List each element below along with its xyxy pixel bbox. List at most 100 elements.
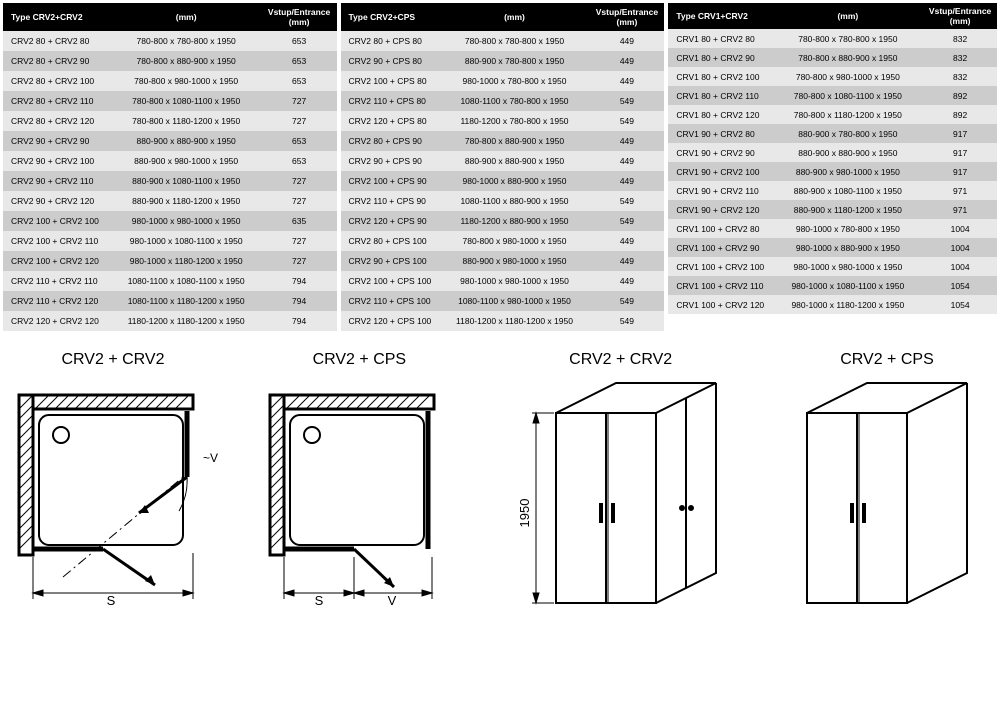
cell-entrance: 635 xyxy=(262,211,337,231)
column-header: Vstup/Entrance (mm) xyxy=(923,3,997,29)
cell-dims: 1180-1200 x 1180-1200 x 1950 xyxy=(439,311,589,331)
table-row: CRV1 100 + CRV2 100980-1000 x 980-1000 x… xyxy=(668,257,997,276)
cell-dims: 980-1000 x 980-1000 x 1950 xyxy=(439,271,589,291)
cell-dims: 880-900 x 1180-1200 x 1950 xyxy=(111,191,262,211)
label-v: V xyxy=(388,593,397,607)
cell-entrance: 449 xyxy=(590,131,665,151)
cell-dims: 980-1000 x 880-900 x 1950 xyxy=(439,171,589,191)
cell-entrance: 917 xyxy=(923,162,997,181)
cell-type: CRV2 100 + CPS 90 xyxy=(341,171,440,191)
cell-entrance: 727 xyxy=(262,171,337,191)
cell-entrance: 449 xyxy=(590,271,665,291)
cell-dims: 1180-1200 x 1180-1200 x 1950 xyxy=(111,311,262,331)
cell-entrance: 653 xyxy=(262,131,337,151)
plan-view-2-svg: S V xyxy=(254,377,464,607)
cell-dims: 780-800 x 1080-1100 x 1950 xyxy=(111,91,262,111)
cell-type: CRV2 90 + CRV2 120 xyxy=(3,191,111,211)
table-row: CRV2 110 + CPS 901080-1100 x 880-900 x 1… xyxy=(341,191,665,211)
cell-dims: 880-900 x 1180-1200 x 1950 xyxy=(772,200,923,219)
table-row: CRV2 80 + CRV2 90780-800 x 880-900 x 195… xyxy=(3,51,337,71)
table-row: CRV1 90 + CRV2 80880-900 x 780-800 x 195… xyxy=(668,124,997,143)
column-header: (mm) xyxy=(439,3,589,31)
cell-type: CRV1 100 + CRV2 90 xyxy=(668,238,772,257)
cell-entrance: 653 xyxy=(262,71,337,91)
cell-dims: 980-1000 x 880-900 x 1950 xyxy=(772,238,923,257)
table-row: CRV1 90 + CRV2 110880-900 x 1080-1100 x … xyxy=(668,181,997,200)
column-header: Vstup/Entrance (mm) xyxy=(262,3,337,31)
diagram-plan-crv2-crv2: CRV2 + CRV2 xyxy=(3,351,223,633)
cell-entrance: 549 xyxy=(590,91,665,111)
table-row: CRV2 120 + CPS 1001180-1200 x 1180-1200 … xyxy=(341,311,665,331)
cell-entrance: 449 xyxy=(590,51,665,71)
table-row: CRV2 80 + CPS 90780-800 x 880-900 x 1950… xyxy=(341,131,665,151)
cell-entrance: 917 xyxy=(923,124,997,143)
cell-dims: 880-900 x 980-1000 x 1950 xyxy=(772,162,923,181)
cell-type: CRV2 90 + CPS 90 xyxy=(341,151,440,171)
table-row: CRV2 80 + CPS 80780-800 x 780-800 x 1950… xyxy=(341,31,665,51)
cell-dims: 880-900 x 980-1000 x 1950 xyxy=(111,151,262,171)
cell-dims: 780-800 x 980-1000 x 1950 xyxy=(111,71,262,91)
cell-type: CRV2 90 + CRV2 110 xyxy=(3,171,111,191)
cell-type: CRV2 80 + CRV2 120 xyxy=(3,111,111,131)
cell-type: CRV1 80 + CRV2 100 xyxy=(668,67,772,86)
cell-entrance: 832 xyxy=(923,48,997,67)
cell-type: CRV1 90 + CRV2 120 xyxy=(668,200,772,219)
table-row: CRV1 80 + CRV2 100780-800 x 980-1000 x 1… xyxy=(668,67,997,86)
cell-dims: 780-800 x 780-800 x 1950 xyxy=(439,31,589,51)
column-header: (mm) xyxy=(772,3,923,29)
cell-dims: 1080-1100 x 780-800 x 1950 xyxy=(439,91,589,111)
cell-dims: 780-800 x 980-1000 x 1950 xyxy=(439,231,589,251)
table-row: CRV2 110 + CRV2 1201080-1100 x 1180-1200… xyxy=(3,291,337,311)
cell-entrance: 449 xyxy=(590,31,665,51)
table-row: CRV1 80 + CRV2 120780-800 x 1180-1200 x … xyxy=(668,105,997,124)
cell-dims: 780-800 x 1180-1200 x 1950 xyxy=(111,111,262,131)
cell-entrance: 727 xyxy=(262,251,337,271)
diagram-title: CRV2 + CRV2 xyxy=(496,351,746,369)
cell-type: CRV2 80 + CRV2 110 xyxy=(3,91,111,111)
iso-view-2-svg xyxy=(777,373,997,633)
table-row: CRV1 90 + CRV2 100880-900 x 980-1000 x 1… xyxy=(668,162,997,181)
tables-container: Type CRV2+CRV2(mm)Vstup/Entrance (mm) CR… xyxy=(3,3,997,331)
cell-dims: 880-900 x 780-800 x 1950 xyxy=(439,51,589,71)
table-crv1-crv2: Type CRV1+CRV2(mm)Vstup/Entrance (mm) CR… xyxy=(668,3,997,314)
cell-type: CRV2 120 + CPS 100 xyxy=(341,311,440,331)
cell-entrance: 832 xyxy=(923,29,997,48)
cell-type: CRV2 80 + CPS 80 xyxy=(341,31,440,51)
diagram-plan-crv2-cps: CRV2 + CPS xyxy=(254,351,464,633)
cell-entrance: 892 xyxy=(923,86,997,105)
cell-type: CRV1 80 + CRV2 110 xyxy=(668,86,772,105)
cell-entrance: 727 xyxy=(262,111,337,131)
label-height: 1950 xyxy=(517,499,532,528)
cell-entrance: 1004 xyxy=(923,238,997,257)
cell-type: CRV1 80 + CRV2 120 xyxy=(668,105,772,124)
cell-type: CRV1 80 + CRV2 80 xyxy=(668,29,772,48)
cell-entrance: 917 xyxy=(923,143,997,162)
cell-type: CRV1 100 + CRV2 110 xyxy=(668,276,772,295)
cell-entrance: 971 xyxy=(923,200,997,219)
cell-type: CRV2 100 + CRV2 100 xyxy=(3,211,111,231)
cell-type: CRV2 90 + CRV2 90 xyxy=(3,131,111,151)
cell-dims: 880-900 x 1080-1100 x 1950 xyxy=(111,171,262,191)
table-row: CRV1 90 + CRV2 120880-900 x 1180-1200 x … xyxy=(668,200,997,219)
cell-type: CRV1 100 + CRV2 100 xyxy=(668,257,772,276)
cell-dims: 980-1000 x 980-1000 x 1950 xyxy=(772,257,923,276)
cell-dims: 780-800 x 1080-1100 x 1950 xyxy=(772,86,923,105)
table-row: CRV2 90 + CPS 100880-900 x 980-1000 x 19… xyxy=(341,251,665,271)
table-row: CRV2 100 + CPS 90980-1000 x 880-900 x 19… xyxy=(341,171,665,191)
cell-type: CRV2 120 + CRV2 120 xyxy=(3,311,111,331)
diagram-title: CRV2 + CRV2 xyxy=(3,351,223,369)
cell-dims: 1180-1200 x 880-900 x 1950 xyxy=(439,211,589,231)
column-header: Type CRV2+CRV2 xyxy=(3,3,111,31)
cell-entrance: 449 xyxy=(590,251,665,271)
diagram-title: CRV2 + CPS xyxy=(777,351,997,369)
table-row: CRV2 90 + CRV2 90880-900 x 880-900 x 195… xyxy=(3,131,337,151)
cell-dims: 780-800 x 880-900 x 1950 xyxy=(772,48,923,67)
table-row: CRV2 100 + CRV2 110980-1000 x 1080-1100 … xyxy=(3,231,337,251)
table-row: CRV2 80 + CRV2 80780-800 x 780-800 x 195… xyxy=(3,31,337,51)
diagram-iso-crv2-crv2: CRV2 + CRV2 xyxy=(496,351,746,633)
cell-entrance: 1004 xyxy=(923,219,997,238)
cell-entrance: 971 xyxy=(923,181,997,200)
cell-type: CRV2 120 + CPS 90 xyxy=(341,211,440,231)
plan-view-1-svg: S ~V xyxy=(3,377,223,607)
label-s: S xyxy=(107,593,116,607)
